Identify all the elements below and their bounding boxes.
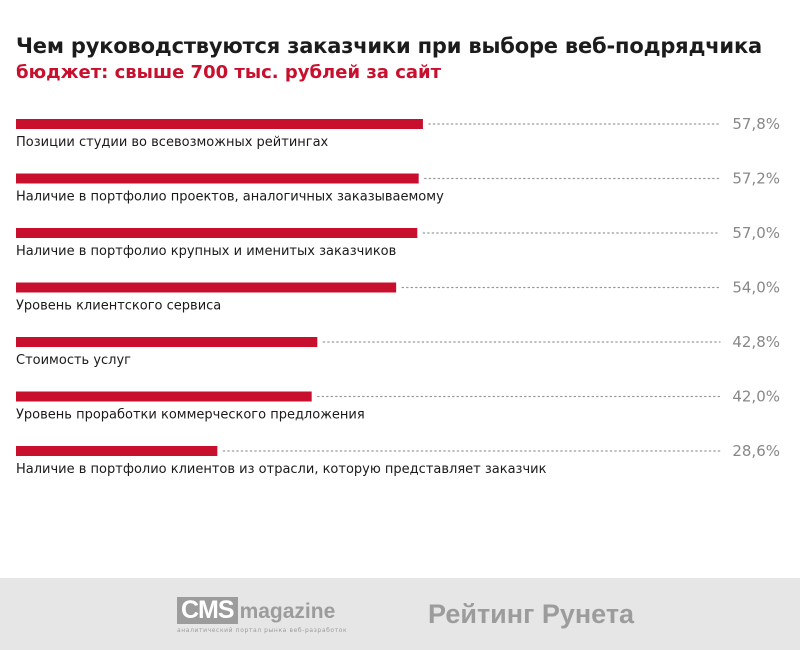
runet-rating-logo[interactable]: Рейтинг Рунета xyxy=(428,599,635,629)
category-label: Позиции студии во всевозможных рейтингах xyxy=(16,135,329,150)
category-label: Наличие в портфолио клиентов из отрасли,… xyxy=(16,462,547,477)
value-label: 57,0% xyxy=(732,224,780,242)
cms-badge: CMS xyxy=(177,597,238,624)
value-label: 42,0% xyxy=(732,388,780,406)
chart-subtitle: бюджет: свыше 700 тыс. рублей за сайт xyxy=(16,62,442,83)
value-label: 57,8% xyxy=(732,115,780,133)
bar xyxy=(16,446,218,456)
bar xyxy=(16,119,423,129)
footer: CMS magazine аналитический портал рынка в… xyxy=(0,578,800,650)
bar xyxy=(16,282,397,293)
category-label: Уровень проработки коммерческого предлож… xyxy=(16,408,365,423)
category-label: Стоимость услуг xyxy=(16,353,131,368)
value-label: 57,2% xyxy=(732,170,780,188)
cms-word: magazine xyxy=(239,600,336,623)
bar xyxy=(16,228,418,238)
bar xyxy=(16,391,312,402)
category-label: Наличие в портфолио крупных и именитых з… xyxy=(16,244,396,259)
value-label: 42,8% xyxy=(732,333,780,351)
value-label: 54,0% xyxy=(732,279,780,297)
bar xyxy=(16,337,318,347)
chart-title: Чем руководствуются заказчики при выборе… xyxy=(16,34,762,58)
bar-chart: 57,8% Позиции студии во всевозможных рейт… xyxy=(16,115,780,477)
category-label: Наличие в портфолио проектов, аналогичны… xyxy=(16,190,444,205)
cms-tagline: аналитический портал рынка веб-разработо… xyxy=(177,627,348,634)
value-label: 28,6% xyxy=(732,442,780,460)
category-label: Уровень клиентского сервиса xyxy=(16,299,221,314)
cms-magazine-logo[interactable]: CMS magazine аналитический портал рынка в… xyxy=(177,597,347,637)
bar xyxy=(16,173,419,184)
